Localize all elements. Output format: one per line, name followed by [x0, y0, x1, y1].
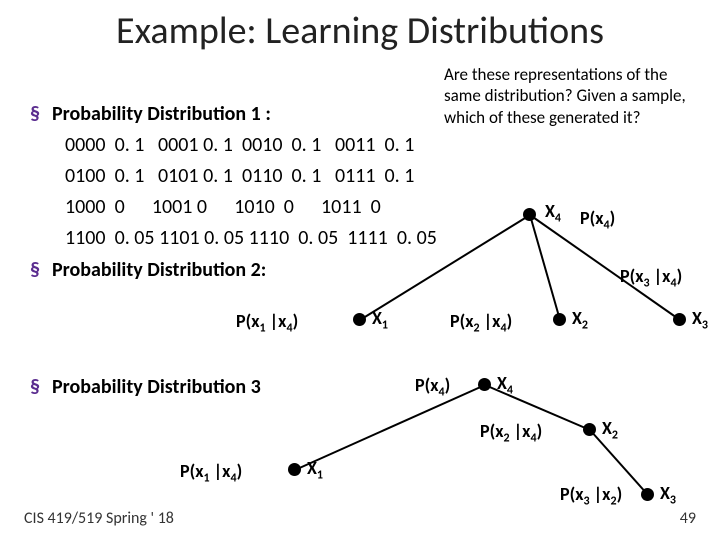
label-g2-x1: X1 — [372, 307, 388, 333]
edge-g3-rootlabel: P(x4) — [415, 374, 450, 400]
edge-g2-x2: P(x2 |x4) — [450, 310, 512, 336]
edge-g2-rootlabel: P(x4) — [580, 207, 615, 233]
bullet-pd2: § — [30, 258, 40, 282]
node-g2-x2 — [553, 313, 566, 326]
node-g3-x4 — [478, 378, 491, 391]
label-g2-x4: X4 — [545, 200, 561, 226]
callout-text: Are these representations of the same di… — [440, 62, 698, 130]
section-pd1: Probability Distribution 1 : — [52, 102, 271, 126]
node-g3-x1 — [288, 463, 301, 476]
node-g2-x3 — [673, 313, 686, 326]
label-g3-x3: X3 — [660, 482, 676, 508]
edge-g3-x2: P(x2 |x4) — [480, 420, 542, 446]
node-g3-x2 — [583, 423, 596, 436]
section-pd3: Probability Distribution 3 — [52, 375, 261, 399]
label-g3-x1: X1 — [307, 457, 323, 483]
slide-title: Example: Learning Distributions — [0, 0, 720, 54]
edge-g2-x1: P(x1 |x4) — [236, 310, 298, 336]
node-g3-x3 — [641, 488, 654, 501]
node-g2-x1 — [353, 313, 366, 326]
pd1-data: 0000 0. 1 0001 0. 1 0010 0. 1 0011 0. 1 … — [65, 130, 437, 254]
section-pd2: Probability Distribution 2: — [52, 258, 266, 282]
bullet-pd1: § — [30, 102, 40, 126]
label-g2-x2: X2 — [572, 307, 588, 333]
label-g2-x3: X3 — [692, 307, 708, 333]
footer-right: 49 — [680, 509, 696, 528]
label-g3-x4: X4 — [497, 372, 513, 398]
edge-g3-x3: P(x3 |x2) — [560, 483, 622, 509]
label-g3-x2: X2 — [602, 417, 618, 443]
node-g2-x4 — [523, 208, 536, 221]
edge-g2-x3: P(x3 |x4) — [620, 265, 682, 291]
footer-left: CIS 419/519 Spring ' 18 — [24, 509, 174, 528]
edge-g3-x1: P(x1 |x4) — [180, 460, 242, 486]
bullet-pd3: § — [30, 375, 40, 399]
